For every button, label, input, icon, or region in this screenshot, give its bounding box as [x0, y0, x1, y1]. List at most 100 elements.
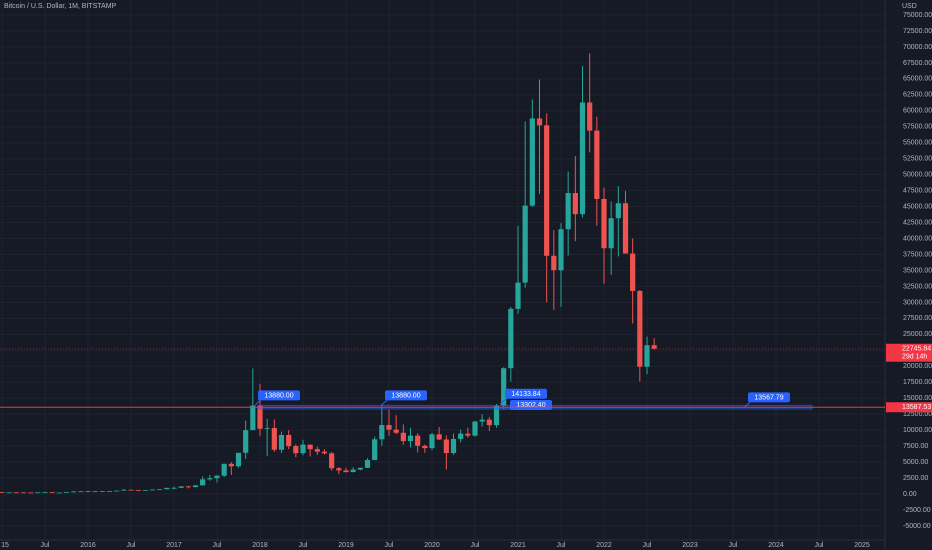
- candle-body: [0, 491, 5, 493]
- price-tag-label: 13587.53: [902, 404, 931, 411]
- candle-body: [364, 460, 371, 468]
- candle-body: [458, 433, 464, 439]
- y-tick-label: 7500.00: [903, 443, 928, 450]
- x-tick-label: 2017: [166, 542, 182, 549]
- candle-body: [235, 452, 242, 467]
- candle-body: [651, 345, 657, 349]
- candle-body: [558, 229, 564, 271]
- candle-body: [264, 428, 270, 429]
- y-tick-label: 20000.00: [903, 363, 932, 370]
- x-tick-label: 2019: [338, 542, 354, 549]
- candle-body: [300, 444, 306, 454]
- y-tick-label: 65000.00: [903, 76, 932, 83]
- candle-body: [343, 470, 349, 473]
- candle-body: [56, 492, 62, 494]
- candle-body: [608, 218, 614, 249]
- candle-body: [228, 463, 234, 467]
- candle-body: [214, 475, 220, 479]
- candle-body: [307, 444, 313, 450]
- candle-body: [601, 198, 607, 249]
- x-tick-label: 2025: [854, 542, 870, 549]
- candle-body: [243, 430, 249, 453]
- x-tick-label: 2016: [80, 542, 96, 549]
- candle-body: [185, 486, 191, 488]
- candle-body: [400, 432, 406, 442]
- candle-body: [250, 405, 256, 431]
- x-tick-label: 15: [1, 542, 9, 549]
- x-tick-label: Jul: [299, 542, 308, 549]
- candle-body: [501, 368, 507, 406]
- candle-body: [544, 125, 550, 256]
- candle-body: [178, 486, 184, 488]
- candle-body: [271, 428, 277, 450]
- candle-body: [637, 290, 643, 367]
- x-tick-label: 2018: [252, 542, 268, 549]
- candle-body: [42, 492, 48, 494]
- candle-body: [630, 253, 636, 291]
- candle-body: [164, 487, 170, 490]
- candle-body: [142, 490, 148, 491]
- candle-body: [221, 463, 227, 476]
- candle-body: [149, 489, 156, 491]
- candle-body: [429, 434, 435, 449]
- candle-body: [465, 433, 471, 436]
- candle-body: [415, 435, 421, 446]
- y-tick-label: 30000.00: [903, 299, 932, 306]
- annotation-label: 13880.00: [264, 393, 293, 400]
- price-tag: [886, 402, 932, 413]
- x-tick-label: Jul: [729, 542, 738, 549]
- candle-body: [35, 492, 41, 494]
- annotation-label: 13880.00: [391, 393, 420, 400]
- candle-body: [522, 205, 528, 283]
- candle-body: [350, 469, 356, 473]
- x-tick-label: 2024: [768, 542, 784, 549]
- candle-body: [572, 193, 578, 215]
- candle-body: [78, 491, 84, 493]
- y-tick-label: 15000.00: [903, 395, 932, 402]
- countdown-label: 29d 14h: [902, 354, 927, 361]
- y-tick-label: 35000.00: [903, 267, 932, 274]
- x-tick-label: Jul: [41, 542, 50, 549]
- y-tick-label: 2500.00: [903, 475, 928, 482]
- y-tick-label: 75000.00: [903, 12, 932, 19]
- annotation-leader: [743, 400, 752, 408]
- y-tick-label: 62500.00: [903, 92, 932, 99]
- candle-body: [536, 118, 543, 126]
- y-tick-label: 25000.00: [903, 331, 932, 338]
- candle-body: [314, 449, 320, 452]
- candle-body: [329, 453, 335, 469]
- chart-title: Bitcoin / U.S. Dollar, 1M, BITSTAMP: [4, 3, 117, 10]
- candle-body: [121, 489, 127, 491]
- candle-body: [357, 467, 363, 470]
- candle-body: [114, 490, 120, 492]
- y-tick-label: 0.00: [903, 491, 917, 498]
- y-tick-label: 37500.00: [903, 251, 932, 258]
- candle-body: [393, 429, 399, 433]
- y-tick-label: 45000.00: [903, 203, 932, 210]
- annotation-label: 13302.40: [516, 402, 545, 409]
- candle-body: [135, 490, 141, 491]
- annotation-box: [385, 390, 427, 401]
- candle-body: [515, 282, 521, 309]
- candle-body: [99, 491, 105, 493]
- x-tick-label: Jul: [127, 542, 136, 549]
- candle-body: [85, 491, 91, 493]
- annotation-label: 14133.84: [511, 391, 540, 398]
- y-tick-label: 17500.00: [903, 379, 932, 386]
- candle-body: [257, 405, 263, 429]
- x-tick-label: 2023: [682, 542, 698, 549]
- candle-body: [200, 479, 206, 486]
- y-tick-label: 50000.00: [903, 172, 932, 179]
- annotation-leader: [499, 397, 509, 405]
- x-tick-label: Jul: [815, 542, 824, 549]
- candle-body: [49, 492, 55, 494]
- x-tick-label: 2021: [510, 542, 526, 549]
- annotation-box: [505, 388, 547, 399]
- candle-body: [615, 203, 621, 219]
- candle-body: [286, 435, 292, 447]
- candle-body: [508, 308, 514, 369]
- y-tick-label: 12500.00: [903, 411, 932, 418]
- last-price-tag: [886, 343, 932, 362]
- candle-body: [192, 485, 199, 488]
- candle-body: [587, 102, 593, 131]
